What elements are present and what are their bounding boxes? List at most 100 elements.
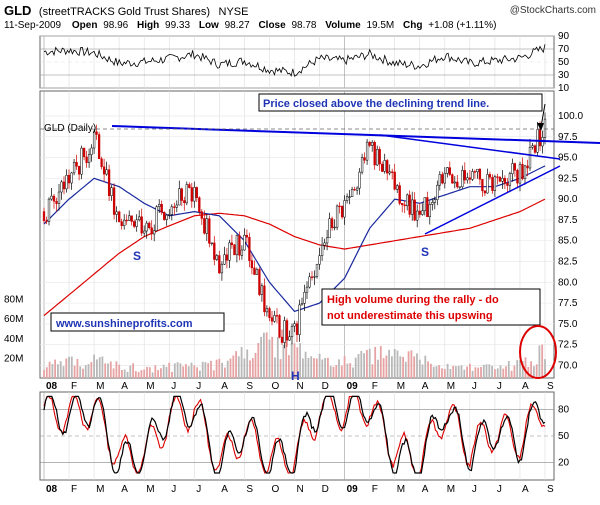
quote-date: 11-Sep-2009 [4,20,62,31]
rsi-tick-label: 50 [558,57,570,68]
stochastic-month-label: A [422,484,429,495]
volume-bar [274,357,276,378]
volume-bar [148,367,151,378]
volume-bar [160,368,162,378]
volume-bar [293,343,296,378]
volume-bar [165,366,168,378]
volume-bar [45,367,48,378]
volume-bar [424,355,427,378]
volume-bar [435,366,438,378]
volume-bar [126,371,129,378]
candle-body [143,230,146,234]
chg-label: Chg [403,20,422,31]
volume-bar [519,360,521,378]
price-month-label: F [372,381,378,392]
candle-body [398,185,401,204]
volume-bar [176,362,179,378]
price-month-label: N [297,381,304,392]
open-value: 98.96 [103,20,128,31]
volume-bar [193,365,196,378]
candle-body [158,204,161,207]
volume-bar [324,358,326,378]
volume-bar [457,366,460,378]
volume-bar [452,365,455,378]
volume-bar [168,362,171,378]
volume-bar [371,364,374,378]
volume-bar [449,369,452,378]
volume-bar [173,363,176,378]
candle-body [128,215,131,221]
stochastic-signal-line [43,395,546,474]
volume-bar [57,364,59,378]
volume-bar [315,358,318,378]
rsi-tick-label: 10 [558,83,570,94]
volume-bar [482,364,485,378]
stochastic-month-label: O [272,484,280,495]
volume-bar [443,369,446,378]
website-text: www.sunshineprofits.com [55,318,193,330]
volume-bar [249,360,251,378]
candle-body [481,179,484,192]
candle-body [173,206,176,208]
volume-bar [382,358,385,378]
volume-bar [290,343,293,378]
price-tick-label: 70.0 [558,361,578,372]
candle-body [285,320,289,341]
volume-bar [304,351,307,378]
candle-body [72,161,76,174]
volume-bar [460,365,463,378]
volume-bar [54,359,56,378]
candle-body [125,219,128,222]
stochastic-tick-label: 20 [558,457,570,468]
candle-body [77,166,81,175]
candle-body [95,131,98,135]
candle-body [112,187,116,215]
volume-bar [463,369,466,378]
candle-body [293,323,296,327]
candle-body [393,171,396,190]
volume-bar [129,365,132,378]
candle-body [318,255,321,265]
price-tick-label: 82.5 [558,257,578,268]
candle-body [82,147,86,158]
volume-bar [368,348,371,378]
price-tick-label: 85.0 [558,236,578,247]
candle-body [148,222,151,229]
candle-body [371,142,374,146]
candle-body [323,242,326,246]
volume-bar [218,358,221,378]
volume-bar [157,370,159,378]
candle-body [102,166,106,175]
candle-body [57,191,61,204]
candle-body [406,194,409,207]
candle-body [230,242,234,246]
candle-body [255,269,259,275]
volume-note-box [321,288,541,326]
candle-body [310,276,314,278]
price-tick-label: 72.5 [558,340,578,351]
volume-bar [137,372,140,378]
volume-bar [254,352,257,378]
volume-bar [313,358,315,378]
volume-bar [73,365,76,378]
candle-body [386,160,389,174]
stochastic-month-label: A [522,484,529,495]
candle-body [200,211,203,219]
moving-average-long [43,198,546,317]
candle-body [513,163,517,171]
candle-body [498,176,502,182]
volume-bar [466,366,468,378]
candle-body [396,185,399,190]
volume-bar [363,353,365,378]
candle-body [451,174,454,184]
candle-body [240,249,244,256]
volume-bar [212,370,215,378]
volume-bar [388,349,390,378]
volume-bar [485,364,488,378]
candle-body [220,263,224,274]
volume-bar [123,369,126,378]
volume-bar [329,366,332,378]
candle-body [381,163,384,172]
volume-bar [70,356,73,378]
volume-bar [282,344,285,378]
